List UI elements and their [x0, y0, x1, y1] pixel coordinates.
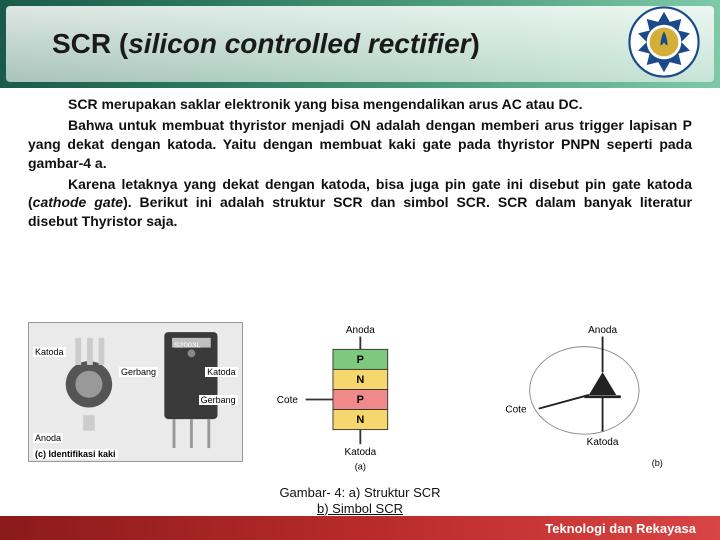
symbol-svg: Anoda Cote Katoda (b) — [477, 322, 692, 477]
svg-text:N: N — [356, 414, 364, 426]
sym-anoda: Anoda — [588, 325, 617, 336]
svg-text:P: P — [356, 394, 363, 406]
lbl-anoda: Anoda — [33, 433, 63, 443]
lbl-gerbang-r: Gerbang — [199, 395, 238, 405]
page-title: SCR (silicon controlled rectifier) — [52, 28, 480, 60]
sym-gate: Cote — [506, 404, 528, 415]
structure-svg: Anoda P N P N Cote Katoda (a) — [253, 322, 468, 477]
tut-wuri-logo — [628, 6, 700, 78]
caption-l2: b) Simbol SCR — [317, 501, 403, 516]
lbl-caption-c: (c) Identifikasi kaki — [33, 449, 118, 459]
header-inner: SCR (silicon controlled rectifier) — [6, 6, 714, 82]
struct-gate: Cote — [276, 395, 298, 406]
figures-row: S2003L Katoda Katoda Gerbang Gerbang Ano… — [28, 322, 692, 482]
figure-structure: Anoda P N P N Cote Katoda (a) — [253, 322, 468, 482]
p3-em: cathode gate — [33, 194, 123, 210]
paragraph-3: Karena letaknya yang dekat dengan katoda… — [28, 175, 692, 232]
photo-box: S2003L Katoda Katoda Gerbang Gerbang Ano… — [28, 322, 243, 462]
p1-text: SCR merupakan saklar elektronik yang bis… — [68, 96, 583, 112]
header-band: SCR (silicon controlled rectifier) — [0, 0, 720, 88]
paragraph-1: SCR merupakan saklar elektronik yang bis… — [28, 95, 692, 114]
title-em: silicon controlled rectifier — [128, 28, 470, 59]
title-post: ) — [471, 28, 480, 59]
figure-photo: S2003L Katoda Katoda Gerbang Gerbang Ano… — [28, 322, 243, 482]
lbl-katoda: Katoda — [33, 347, 66, 357]
svg-text:P: P — [356, 354, 363, 366]
sym-katoda: Katoda — [587, 437, 619, 448]
part-no-text: S2003L — [174, 341, 201, 350]
struct-sub: (a) — [354, 462, 365, 472]
struct-anoda: Anoda — [346, 325, 375, 336]
title-pre: SCR ( — [52, 28, 128, 59]
p3-b: ). Berikut ini adalah struktur SCR dan s… — [28, 194, 692, 229]
lbl-katoda-r: Katoda — [205, 367, 238, 377]
sym-sub: (b) — [652, 458, 663, 468]
svg-text:N: N — [356, 374, 364, 386]
lbl-gerbang: Gerbang — [119, 367, 158, 377]
caption-l1: Gambar- 4: a) Struktur SCR — [279, 485, 440, 500]
footer-band: Teknologi dan Rekayasa — [0, 516, 720, 540]
p2-text: Bahwa untuk membuat thyristor menjadi ON… — [28, 117, 692, 171]
paragraph-2: Bahwa untuk membuat thyristor menjadi ON… — [28, 116, 692, 173]
content-area: SCR merupakan saklar elektronik yang bis… — [28, 95, 692, 233]
figure-symbol: Anoda Cote Katoda (b) — [477, 322, 692, 482]
figure-caption: Gambar- 4: a) Struktur SCR b) Simbol SCR — [0, 485, 720, 516]
struct-katoda: Katoda — [344, 447, 376, 458]
footer-text: Teknologi dan Rekayasa — [545, 521, 696, 536]
